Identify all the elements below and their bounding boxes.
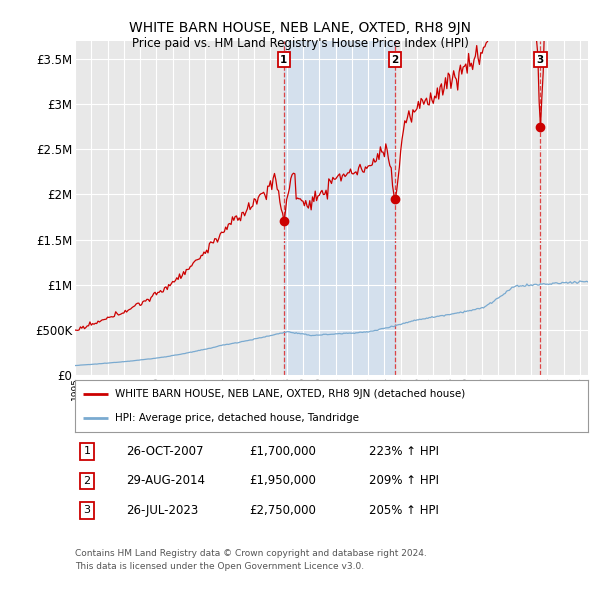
Text: 205% ↑ HPI: 205% ↑ HPI <box>369 504 439 517</box>
Text: 26-OCT-2007: 26-OCT-2007 <box>126 445 203 458</box>
Text: 2: 2 <box>83 476 91 486</box>
Text: 1: 1 <box>83 447 91 456</box>
Text: WHITE BARN HOUSE, NEB LANE, OXTED, RH8 9JN: WHITE BARN HOUSE, NEB LANE, OXTED, RH8 9… <box>129 21 471 35</box>
Text: This data is licensed under the Open Government Licence v3.0.: This data is licensed under the Open Gov… <box>75 562 364 571</box>
Text: 29-AUG-2014: 29-AUG-2014 <box>126 474 205 487</box>
Text: 209% ↑ HPI: 209% ↑ HPI <box>369 474 439 487</box>
Text: 3: 3 <box>83 506 91 515</box>
Text: £1,950,000: £1,950,000 <box>249 474 316 487</box>
Text: 1: 1 <box>280 55 287 65</box>
Text: £1,700,000: £1,700,000 <box>249 445 316 458</box>
Text: 2: 2 <box>392 55 399 65</box>
Text: HPI: Average price, detached house, Tandridge: HPI: Average price, detached house, Tand… <box>115 413 359 423</box>
Text: 3: 3 <box>536 55 544 65</box>
Text: 223% ↑ HPI: 223% ↑ HPI <box>369 445 439 458</box>
Text: Price paid vs. HM Land Registry's House Price Index (HPI): Price paid vs. HM Land Registry's House … <box>131 37 469 50</box>
Text: £2,750,000: £2,750,000 <box>249 504 316 517</box>
Text: WHITE BARN HOUSE, NEB LANE, OXTED, RH8 9JN (detached house): WHITE BARN HOUSE, NEB LANE, OXTED, RH8 9… <box>115 389 465 399</box>
Text: 26-JUL-2023: 26-JUL-2023 <box>126 504 198 517</box>
Text: Contains HM Land Registry data © Crown copyright and database right 2024.: Contains HM Land Registry data © Crown c… <box>75 549 427 558</box>
Bar <box>284 41 395 375</box>
